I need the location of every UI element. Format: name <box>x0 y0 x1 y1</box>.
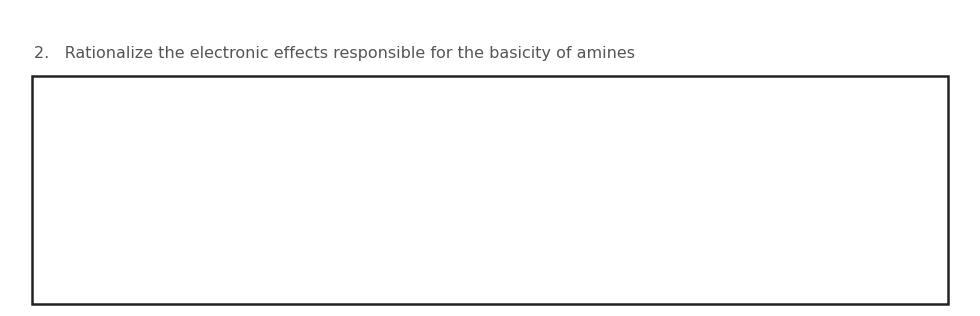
Text: 2.   Rationalize the electronic effects responsible for the basicity of amines: 2. Rationalize the electronic effects re… <box>34 46 635 61</box>
FancyBboxPatch shape <box>32 76 948 304</box>
